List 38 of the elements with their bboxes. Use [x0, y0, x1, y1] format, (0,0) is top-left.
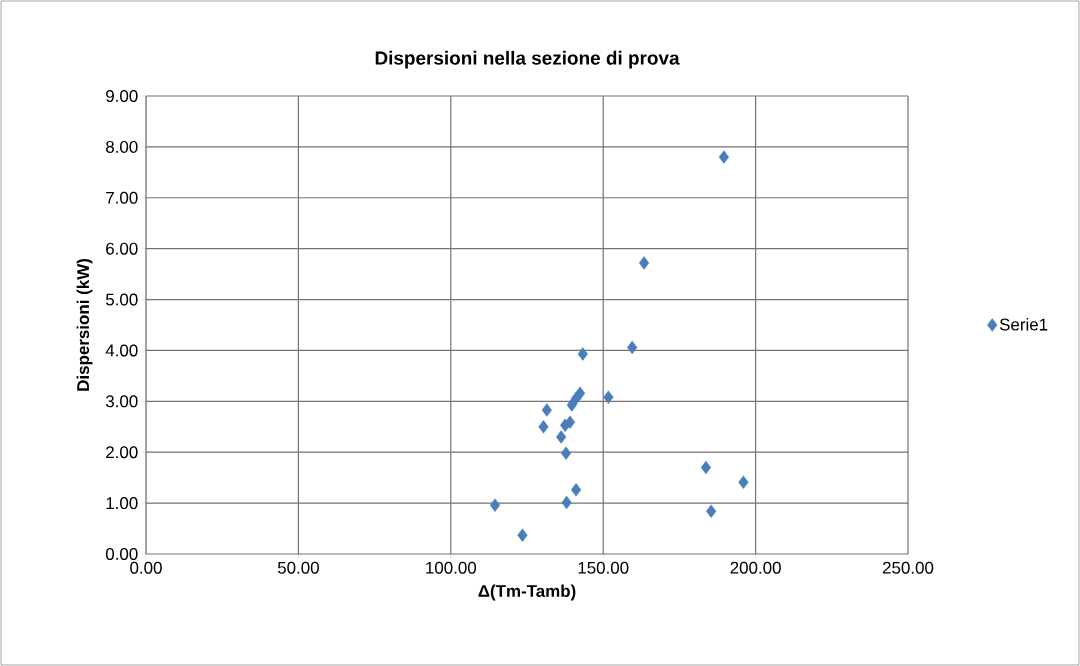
chart-title: Dispersioni nella sezione di prova — [375, 50, 680, 69]
x-tick-label: 150.00 — [578, 561, 629, 574]
point — [738, 475, 749, 489]
y-tick-label: 6.00 — [106, 242, 138, 255]
x-tick-label: 100.00 — [426, 561, 477, 574]
y-tick-label: 4.00 — [105, 344, 138, 357]
y-tick-label: 5.00 — [105, 293, 138, 306]
point — [489, 498, 501, 512]
point — [538, 420, 549, 434]
point — [571, 483, 582, 497]
x-axis-title: Δ(Tm-Tamb) — [478, 584, 576, 601]
y-tick-label: 9.00 — [106, 89, 138, 102]
point — [577, 347, 588, 361]
point — [718, 150, 729, 164]
y-tick-label: 0.00 — [105, 547, 138, 560]
point — [706, 504, 717, 518]
y-tick-label: 8.00 — [106, 140, 138, 153]
x-tick-label: 0.00 — [130, 561, 162, 574]
y-tick-label: 1.00 — [106, 497, 138, 510]
point — [560, 446, 572, 460]
point — [627, 340, 638, 355]
x-tick-label: 200.00 — [730, 561, 781, 574]
point — [517, 528, 528, 542]
y-axis-title: Dispersioni (kW) — [76, 259, 93, 391]
y-tick-label: 3.00 — [105, 395, 138, 408]
point — [560, 418, 571, 432]
point — [603, 390, 614, 404]
point — [566, 398, 577, 412]
y-tick-label: 2.00 — [106, 446, 138, 459]
point — [561, 495, 572, 510]
point — [541, 403, 552, 417]
point — [700, 460, 711, 475]
y-tick-label: 7.00 — [106, 191, 138, 204]
point — [556, 430, 567, 444]
legend-label: Serie1 — [999, 318, 1048, 331]
x-tick-label: 250.00 — [882, 561, 934, 574]
point — [638, 256, 650, 270]
x-tick-label: 50.00 — [277, 561, 319, 574]
